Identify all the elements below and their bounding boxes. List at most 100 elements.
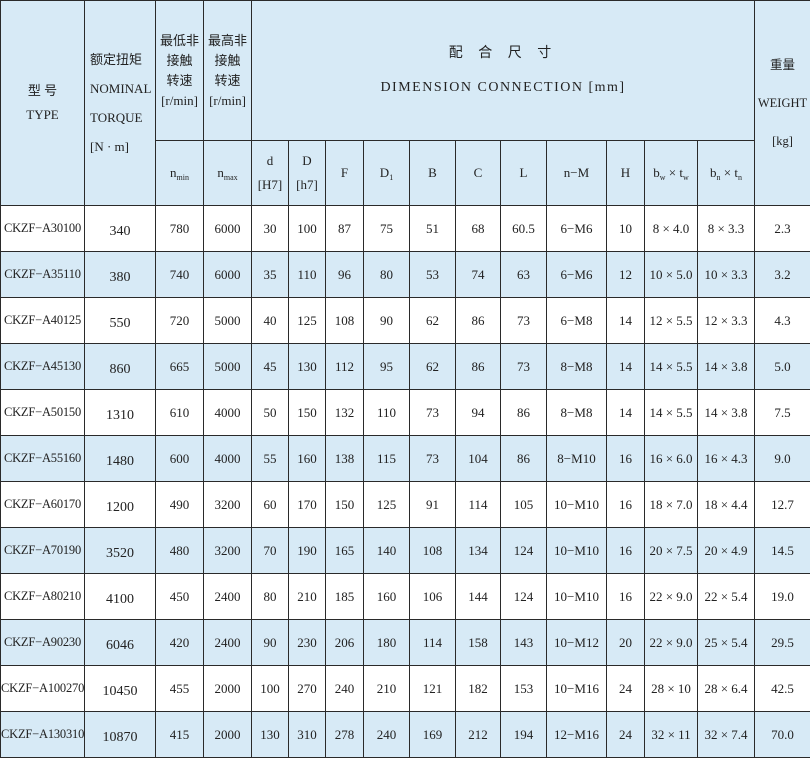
col-D1: D1 [364, 141, 410, 206]
cell-d: 55 [252, 436, 289, 482]
cell-weight: 29.5 [755, 620, 810, 666]
cell-n-min: 480 [156, 528, 204, 574]
cell-bw-tw: 20 × 7.5 [645, 528, 698, 574]
cell-L: 86 [501, 390, 547, 436]
cell-L: 60.5 [501, 206, 547, 252]
cell-C: 104 [456, 436, 501, 482]
torque-label-cn: 额定扭矩 [85, 45, 155, 74]
cell-D1: 110 [364, 390, 410, 436]
cell-F: 87 [326, 206, 364, 252]
min-speed-label-1: 最低非 [156, 31, 203, 51]
cell-n-max: 5000 [204, 344, 252, 390]
cell-weight: 9.0 [755, 436, 810, 482]
cell-n-min: 610 [156, 390, 204, 436]
cell-weight: 19.0 [755, 574, 810, 620]
cell-B: 121 [410, 666, 456, 712]
cell-L: 73 [501, 344, 547, 390]
cell-bn-tn: 18 × 4.4 [698, 482, 755, 528]
cell-C: 134 [456, 528, 501, 574]
cell-n-max: 5000 [204, 298, 252, 344]
cell-n-min: 665 [156, 344, 204, 390]
cell-n-M: 10−M10 [547, 528, 607, 574]
cell-type: CKZF−A80210 [1, 574, 85, 620]
cell-bw-tw: 32 × 11 [645, 712, 698, 758]
cell-F: 108 [326, 298, 364, 344]
cell-B: 114 [410, 620, 456, 666]
torque-unit: [N · m] [85, 132, 155, 161]
cell-L: 63 [501, 252, 547, 298]
cell-n-max: 3200 [204, 528, 252, 574]
col-bn-tn: bn × tn [698, 141, 755, 206]
weight-unit: [kg] [755, 122, 810, 160]
cell-C: 144 [456, 574, 501, 620]
cell-torque: 6046 [85, 620, 156, 666]
cell-n-M: 10−M12 [547, 620, 607, 666]
cell-bw-tw: 16 × 6.0 [645, 436, 698, 482]
max-speed-label-3: 转速 [204, 71, 251, 91]
cell-n-max: 2400 [204, 574, 252, 620]
cell-n-M: 6−M6 [547, 206, 607, 252]
cell-torque: 1480 [85, 436, 156, 482]
cell-bn-tn: 14 × 3.8 [698, 390, 755, 436]
cell-bn-tn: 14 × 3.8 [698, 344, 755, 390]
cell-C: 74 [456, 252, 501, 298]
cell-bw-tw: 12 × 5.5 [645, 298, 698, 344]
max-speed-unit: [r/min] [204, 91, 251, 111]
cell-C: 114 [456, 482, 501, 528]
cell-L: 194 [501, 712, 547, 758]
cell-n-min: 740 [156, 252, 204, 298]
cell-H: 16 [607, 482, 645, 528]
cell-D1: 240 [364, 712, 410, 758]
cell-n-min: 450 [156, 574, 204, 620]
cell-type: CKZF−A50150 [1, 390, 85, 436]
cell-H: 24 [607, 666, 645, 712]
cell-D1: 95 [364, 344, 410, 390]
cell-bn-tn: 28 × 6.4 [698, 666, 755, 712]
cell-torque: 1310 [85, 390, 156, 436]
cell-n-max: 2000 [204, 712, 252, 758]
cell-weight: 3.2 [755, 252, 810, 298]
header-weight: 重量 WEIGHT [kg] [755, 1, 810, 206]
cell-D1: 160 [364, 574, 410, 620]
cell-n-min: 780 [156, 206, 204, 252]
cell-n-M: 6−M6 [547, 252, 607, 298]
header-min-speed: 最低非 接触 转速 [r/min] [156, 1, 204, 141]
cell-type: CKZF−A60170 [1, 482, 85, 528]
cell-type: CKZF−A100270 [1, 666, 85, 712]
cell-bn-tn: 25 × 5.4 [698, 620, 755, 666]
cell-d: 130 [252, 712, 289, 758]
weight-label-en: WEIGHT [755, 84, 810, 122]
header-torque: 额定扭矩 NOMINAL TORQUE [N · m] [85, 1, 156, 206]
col-nmax: nmax [204, 141, 252, 206]
cell-H: 24 [607, 712, 645, 758]
cell-d: 40 [252, 298, 289, 344]
cell-B: 73 [410, 390, 456, 436]
cell-D: 270 [289, 666, 326, 712]
cell-bw-tw: 14 × 5.5 [645, 390, 698, 436]
cell-H: 16 [607, 574, 645, 620]
cell-bn-tn: 16 × 4.3 [698, 436, 755, 482]
cell-B: 91 [410, 482, 456, 528]
cell-weight: 42.5 [755, 666, 810, 712]
cell-n-max: 6000 [204, 206, 252, 252]
cell-L: 143 [501, 620, 547, 666]
cell-D1: 125 [364, 482, 410, 528]
cell-B: 108 [410, 528, 456, 574]
cell-type: CKZF−A130310 [1, 712, 85, 758]
cell-bn-tn: 20 × 4.9 [698, 528, 755, 574]
cell-d: 90 [252, 620, 289, 666]
col-H: H [607, 141, 645, 206]
cell-D1: 210 [364, 666, 410, 712]
cell-C: 94 [456, 390, 501, 436]
cell-D: 110 [289, 252, 326, 298]
type-label-cn: 型 号 [1, 79, 84, 103]
cell-torque: 10450 [85, 666, 156, 712]
cell-D: 130 [289, 344, 326, 390]
cell-H: 14 [607, 298, 645, 344]
cell-n-max: 4000 [204, 390, 252, 436]
cell-n-min: 415 [156, 712, 204, 758]
